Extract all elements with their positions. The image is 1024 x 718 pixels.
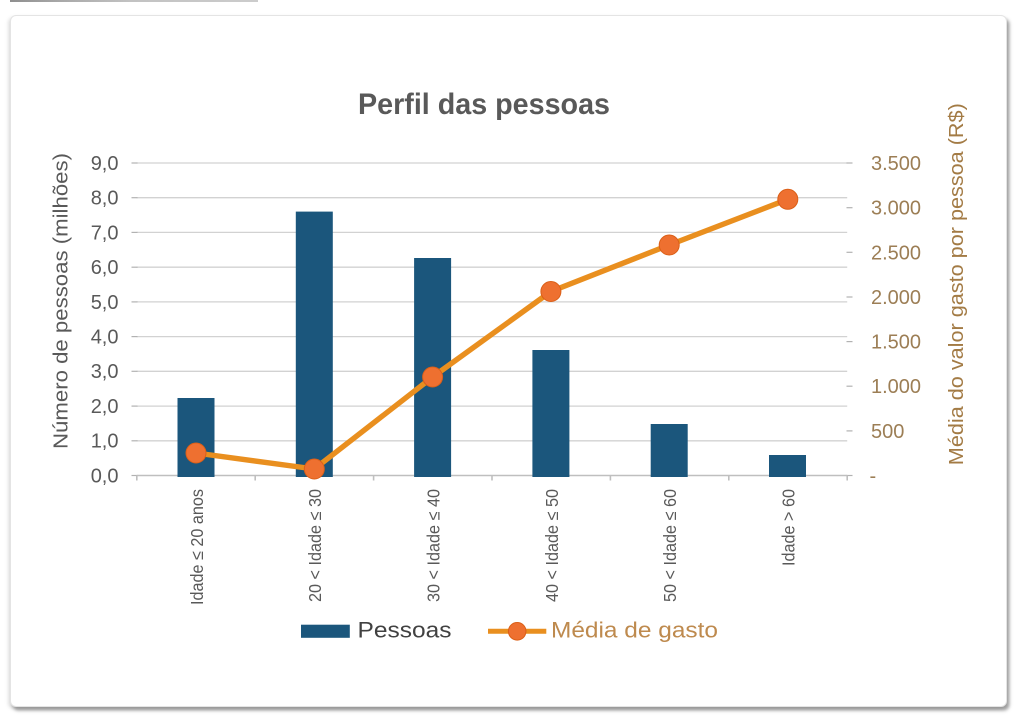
svg-text:9,0: 9,0 [91,153,119,175]
svg-text:1.000: 1.000 [871,376,921,398]
svg-text:2.000: 2.000 [871,287,921,309]
svg-text:Pessoas: Pessoas [358,618,452,643]
svg-text:50 < Idade ≤ 60: 50 < Idade ≤ 60 [660,489,680,602]
svg-text:1,0: 1,0 [91,431,119,453]
svg-text:Idade > 60: Idade > 60 [778,489,798,566]
svg-text:3,0: 3,0 [91,361,119,383]
svg-text:3.000: 3.000 [871,198,921,220]
svg-text:Idade ≤ 20 anos: Idade ≤ 20 anos [187,489,207,605]
svg-text:0,0: 0,0 [91,465,119,487]
svg-text:2,0: 2,0 [91,396,119,418]
svg-text:8,0: 8,0 [91,188,119,210]
svg-text:500: 500 [871,421,904,443]
svg-text:4,0: 4,0 [91,327,119,349]
svg-text:2.500: 2.500 [871,242,921,264]
svg-text:7,0: 7,0 [91,222,119,244]
svg-text:Número de pessoas (milhões): Número de pessoas (milhões) [51,153,73,449]
svg-text:Perfil das pessoas: Perfil das pessoas [358,88,610,121]
svg-text:1.500: 1.500 [871,332,921,354]
svg-text:3.500: 3.500 [871,153,921,175]
svg-text:5,0: 5,0 [91,292,119,314]
svg-text:Média do valor gasto por pesso: Média do valor gasto por pessoa (R$) [946,103,968,465]
svg-text:-: - [870,465,877,487]
svg-text:6,0: 6,0 [91,257,119,279]
svg-text:40 < Idade ≤ 50: 40 < Idade ≤ 50 [542,489,562,602]
svg-text:Média de gasto: Média de gasto [551,618,718,643]
svg-text:30 < Idade ≤ 40: 30 < Idade ≤ 40 [424,489,444,602]
svg-text:20 < Idade ≤ 30: 20 < Idade ≤ 30 [305,489,325,602]
